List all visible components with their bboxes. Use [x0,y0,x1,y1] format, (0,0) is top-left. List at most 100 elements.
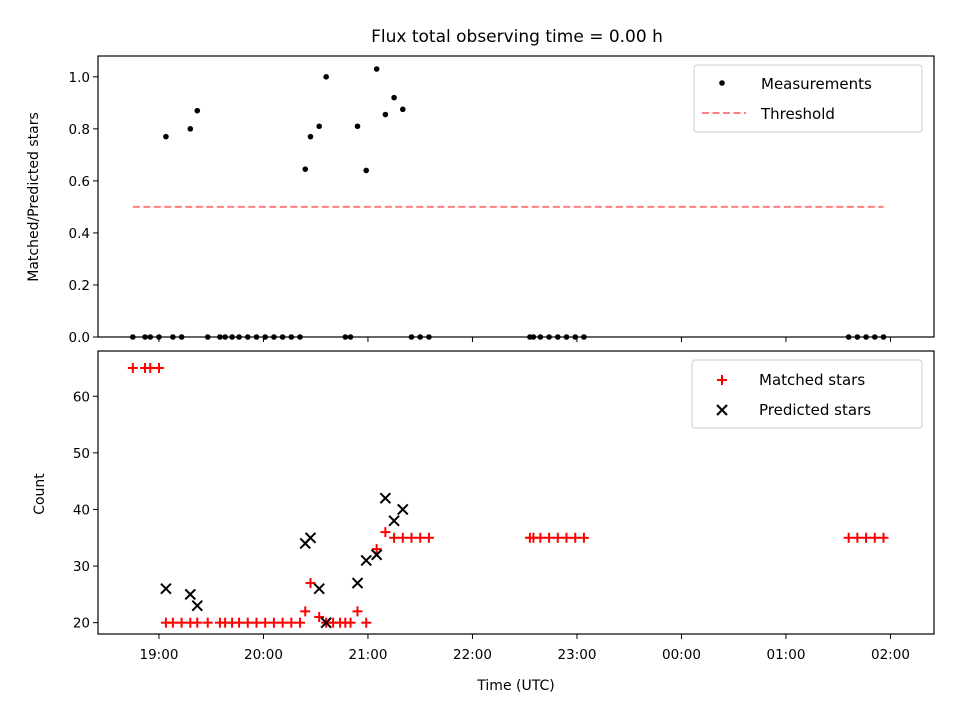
predicted-star-point [184,588,197,601]
bottom-xtick-label: 20:00 [244,647,283,663]
matched-star-point [234,617,245,628]
legend-matched-marker [717,375,727,385]
bottom-xtick-label: 01:00 [767,647,806,663]
matched-star-point [544,532,555,543]
bottom-xtick-label: 02:00 [871,647,910,663]
top-ytick-label: 1.0 [69,70,90,86]
matched-star-point [371,544,382,555]
matched-star-point [352,606,363,617]
measurement-point [316,123,322,130]
legend-measurements-label: Measurements [761,75,872,93]
matched-star-point [202,617,213,628]
predicted-star-point [304,532,317,544]
matched-star-point [286,617,297,628]
legend-matched-label: Matched stars [759,371,865,389]
matched-star-point [192,617,203,628]
measurement-point [163,133,169,140]
measurement-point [363,167,370,174]
matched-star-point [415,532,426,543]
bottom-legend-box [691,359,923,429]
legend-predicted-marker-b [716,404,728,416]
predicted-star-point [191,599,203,612]
bottom-marks [127,362,889,629]
bottom-xtick-label: 19:00 [140,647,179,663]
matched-star-point [251,617,262,628]
measurement-point [187,126,194,132]
matched-star-point [869,532,880,543]
predicted-star-point [360,554,372,567]
top-yticks: 0.0 0.2 0.4 0.6 0.8 1.0 [69,70,98,346]
chart-title: Flux total observing time = 0.00 h [371,27,663,47]
bottom-ytick-label: 50 [73,446,90,462]
bottom-xtick-label: 00:00 [662,647,701,663]
bottom-y-axis-label: Count [32,473,48,515]
measurement-point [373,66,380,72]
predicted-star-point [388,515,400,527]
bottom-ytick-label: 40 [73,502,90,518]
matched-star-point [852,532,863,543]
top-ytick-label: 0.6 [69,174,90,190]
legend-predicted-marker [716,404,728,416]
measurement-point [391,94,397,101]
top-xticks [158,337,891,342]
bottom-axes-frame [97,350,935,635]
top-panel: 0.0 0.2 0.4 0.6 0.8 1.0 Matched/Predicted sta… [26,55,935,346]
matched-star-point [268,617,279,628]
bottom-xtick-label: 21:00 [349,647,388,663]
top-ytick-label: 0.2 [69,278,90,294]
bottom-xticks: 19:00 20:00 21:00 22:00 23:00 00:00 01:00 02:00 [140,634,910,663]
matched-star-point [861,532,872,543]
legend-threshold-label: Threshold [760,105,835,123]
bottom-ytick-label: 60 [73,389,90,405]
top-ytick-label: 0.8 [69,122,90,138]
x-axis-label: Time (UTC) [476,678,554,694]
predicted-star-point-b [304,532,317,544]
legend-predicted-label: Predicted stars [759,401,871,419]
matched-star-point [153,362,164,373]
predicted-star-point-b [313,583,325,595]
matched-star-point [578,532,589,543]
top-axes-frame [97,55,935,338]
measurement-point [323,74,329,80]
legend-measurements-marker [719,80,725,86]
predicted-star-point-b [388,515,400,527]
matched-star-point [127,362,138,373]
matched-star-point [843,532,854,543]
predicted-star-point-b [320,616,332,629]
matched-star-point [295,617,306,628]
matched-star-point [397,532,408,543]
bottom-xtick-label: 22:00 [453,647,492,663]
bottom-ytick-label: 20 [73,616,90,632]
measurement-point [302,166,309,172]
bottom-yticks: 20 30 40 50 60 [73,389,98,632]
predicted-star-point [313,583,325,595]
predicted-star-point-b [160,583,172,595]
predicted-star-point [397,503,409,516]
predicted-star-point-b [184,588,197,601]
matched-star-point [361,617,372,628]
predicted-star-point [379,492,392,504]
measurement-point [399,106,406,113]
matched-star-point [277,617,288,628]
matched-star-point [389,532,400,543]
bottom-legend: Matched stars Predicted stars [691,359,923,429]
top-ytick-label: 0.0 [69,330,90,346]
bottom-xtick-label: 23:00 [558,647,597,663]
matched-star-point [535,532,546,543]
measurement-point [307,133,314,140]
measurement-point [194,107,201,114]
matched-star-point [406,532,417,543]
matched-star-point [380,527,391,538]
predicted-star-point [370,549,383,561]
matched-star-point [300,606,311,617]
matched-star-point [345,617,356,628]
matched-star-point [314,612,325,623]
predicted-star-point [320,616,332,629]
top-ytick-label: 0.4 [69,226,90,242]
matched-star-point [552,532,563,543]
top-legend-box [693,64,923,133]
predicted-star-point [160,583,172,595]
predicted-star-point-b [351,577,364,589]
predicted-star-point [351,577,364,589]
